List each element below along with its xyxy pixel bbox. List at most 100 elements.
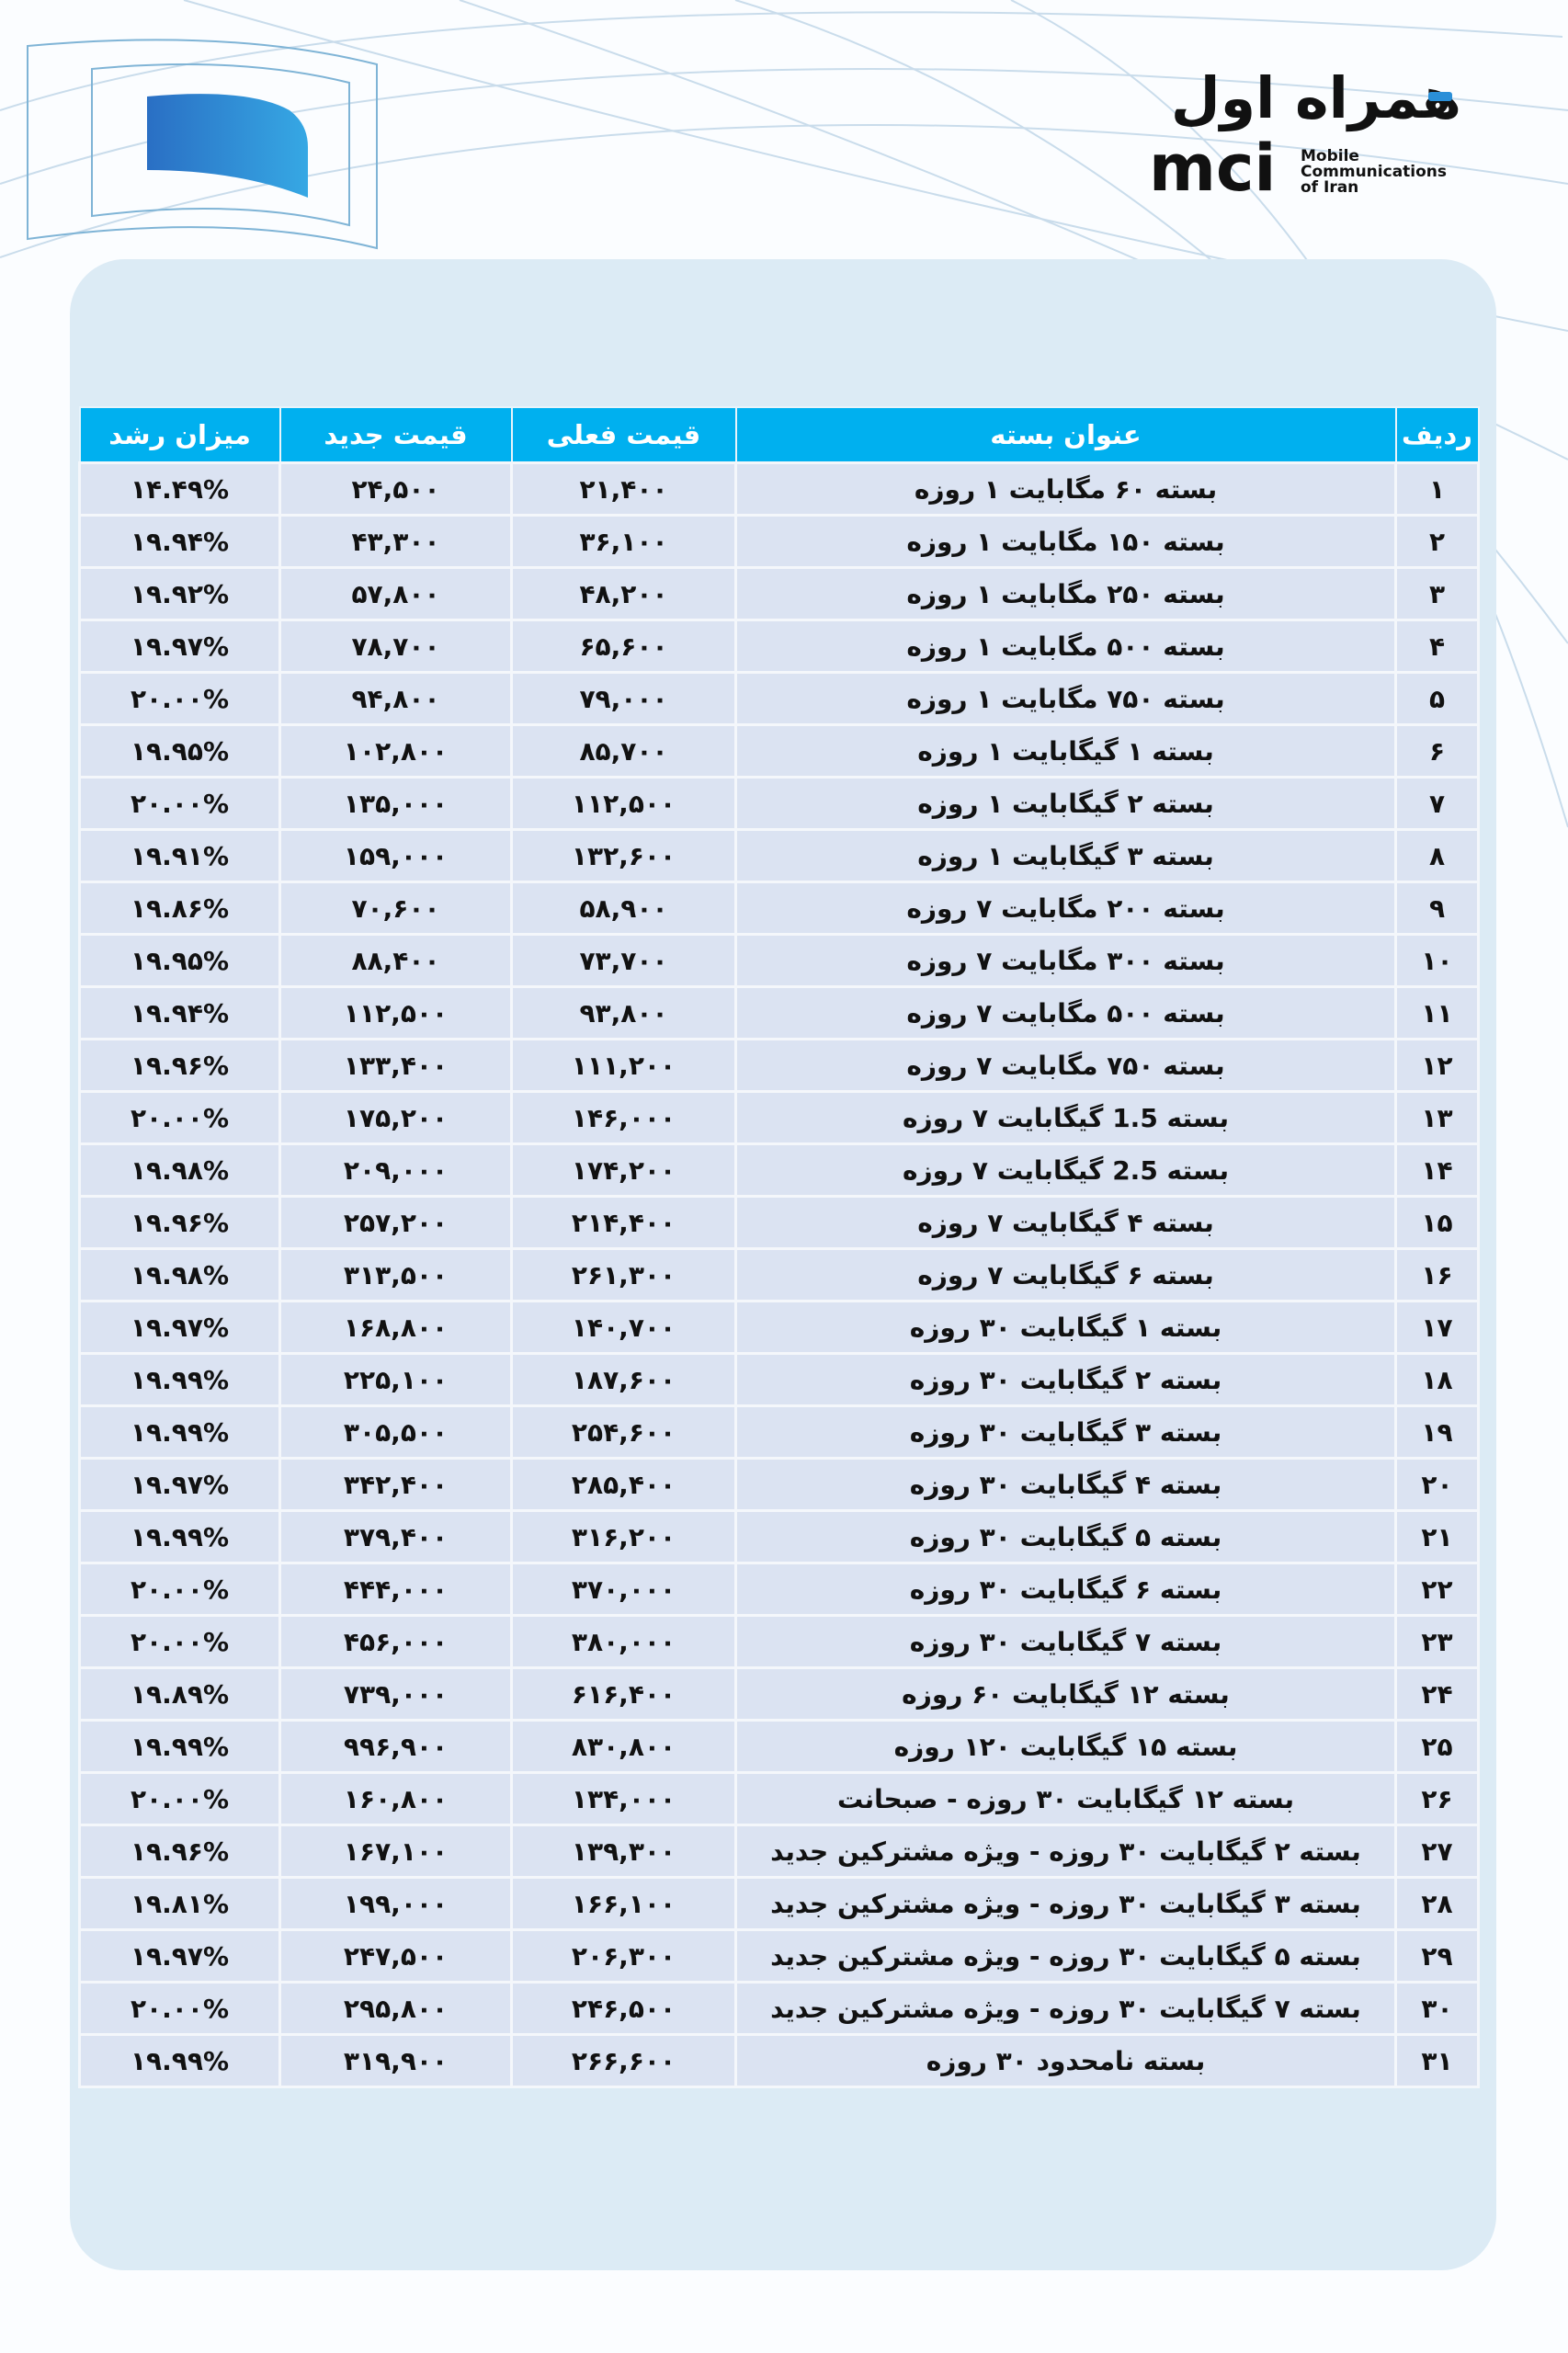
cell-title: بسته ۱۵ گیگابایت ۱۲۰ روزه (734, 1719, 1397, 1774)
table-row: ۱۲ بسته ۷۵۰ مگابایت ۷ روزه ۱۱۱,۲۰۰ ۱۳۳,۴۰۰ ۱… (78, 1038, 1480, 1093)
cell-new-price: ۸۸,۴۰۰ (278, 933, 513, 988)
cell-title: بسته ۱۲ گیگابایت ۶۰ روزه (734, 1666, 1397, 1722)
cell-growth: ۲۰.۰۰% (78, 1614, 281, 1669)
cell-current-price: ۳۸۰,۰۰۰ (510, 1614, 737, 1669)
cell-title: بسته ۳ گیگابایت ۳۰ روزه - ویژه مشترکین ج… (734, 1876, 1397, 1931)
cell-title: بسته ۱۵۰ مگابایت ۱ روزه (734, 514, 1397, 569)
cell-current-price: ۱۱۲,۵۰۰ (510, 776, 737, 831)
table-row: ۲ بسته ۱۵۰ مگابایت ۱ روزه ۳۶,۱۰۰ ۴۳,۳۰۰ ۱۹.۹… (78, 514, 1480, 569)
cell-new-price: ۹۴,۸۰۰ (278, 671, 513, 726)
cell-new-price: ۲۲۵,۱۰۰ (278, 1352, 513, 1407)
cell-growth: ۱۹.۹۱% (78, 828, 281, 883)
cell-row-number: ۳۰ (1394, 1981, 1480, 2036)
table-row: ۳۰ بسته ۷ گیگابایت ۳۰ روزه - ویژه مشترکین… (78, 1981, 1480, 2036)
cell-growth: ۲۰.۰۰% (78, 671, 281, 726)
cell-current-price: ۳۷۰,۰۰۰ (510, 1562, 737, 1617)
cell-row-number: ۲۱ (1394, 1509, 1480, 1564)
table-row: ۳ بسته ۲۵۰ مگابایت ۱ روزه ۴۸,۲۰۰ ۵۷,۸۰۰ ۱۹.۹… (78, 566, 1480, 621)
cell-new-price: ۷۰,۶۰۰ (278, 881, 513, 936)
table-row: ۲۵ بسته ۱۵ گیگابایت ۱۲۰ روزه ۸۳۰,۸۰۰ ۹۹۶,۹۰… (78, 1719, 1480, 1774)
cell-title: بسته ۴ گیگابایت ۷ روزه (734, 1195, 1397, 1250)
cell-growth: ۱۹.۹۹% (78, 1719, 281, 1774)
cell-current-price: ۱۳۴,۰۰۰ (510, 1771, 737, 1826)
cell-current-price: ۳۶,۱۰۰ (510, 514, 737, 569)
cell-row-number: ۱۳ (1394, 1090, 1480, 1145)
cell-growth: ۱۹.۹۶% (78, 1824, 281, 1879)
header-title: عنوان بسته (734, 406, 1397, 464)
cell-current-price: ۲۶۱,۳۰۰ (510, 1247, 737, 1302)
table-row: ۲۰ بسته ۴ گیگابایت ۳۰ روزه ۲۸۵,۴۰۰ ۳۴۲,۴۰۰ ۱… (78, 1457, 1480, 1512)
table-row: ۲۴ بسته ۱۲ گیگابایت ۶۰ روزه ۶۱۶,۴۰۰ ۷۳۹,۰۰۰… (78, 1666, 1480, 1722)
cell-growth: ۱۹.۹۵% (78, 723, 281, 779)
cell-growth: ۲۰.۰۰% (78, 1090, 281, 1145)
cell-new-price: ۱۳۳,۴۰۰ (278, 1038, 513, 1093)
cell-current-price: ۱۶۶,۱۰۰ (510, 1876, 737, 1931)
cell-title: بسته ۶ گیگابایت ۷ روزه (734, 1247, 1397, 1302)
cell-growth: ۱۹.۹۸% (78, 1247, 281, 1302)
cell-growth: ۱۹.۹۴% (78, 514, 281, 569)
cell-current-price: ۹۳,۸۰۰ (510, 985, 737, 1040)
price-table: ردیف عنوان بسته قیمت فعلی قیمت جدید میزا… (78, 406, 1480, 2088)
cell-current-price: ۷۳,۷۰۰ (510, 933, 737, 988)
cell-current-price: ۱۸۷,۶۰۰ (510, 1352, 737, 1407)
cell-growth: ۱۹.۹۲% (78, 566, 281, 621)
cell-row-number: ۱۱ (1394, 985, 1480, 1040)
cell-growth: ۲۰.۰۰% (78, 776, 281, 831)
cell-growth: ۱۹.۹۵% (78, 933, 281, 988)
cell-title: بسته ۲۵۰ مگابایت ۱ روزه (734, 566, 1397, 621)
table-row: ۱ بسته ۶۰ مگابایت ۱ روزه ۲۱,۴۰۰ ۲۴,۵۰۰ ۱۴.۴۹… (78, 461, 1480, 517)
table-row: ۲۱ بسته ۵ گیگابایت ۳۰ روزه ۳۱۶,۲۰۰ ۳۷۹,۴۰۰ ۱… (78, 1509, 1480, 1564)
cell-row-number: ۳ (1394, 566, 1480, 621)
cell-row-number: ۷ (1394, 776, 1480, 831)
header-row-number: ردیف (1394, 406, 1480, 464)
cell-title: بسته ۲ گیگابایت ۱ روزه (734, 776, 1397, 831)
cell-row-number: ۱۲ (1394, 1038, 1480, 1093)
mci-logo: همراه اول mci Mobile Communications of I… (1149, 64, 1461, 211)
cell-new-price: ۴۵۶,۰۰۰ (278, 1614, 513, 1669)
cell-current-price: ۲۸۵,۴۰۰ (510, 1457, 737, 1512)
cell-new-price: ۹۹۶,۹۰۰ (278, 1719, 513, 1774)
logo-accent-icon (1428, 92, 1452, 101)
cell-title: بسته ۱ گیگابایت ۱ روزه (734, 723, 1397, 779)
cell-row-number: ۱۶ (1394, 1247, 1480, 1302)
cell-current-price: ۱۴۶,۰۰۰ (510, 1090, 737, 1145)
brand-shape-icon (147, 94, 308, 198)
cell-row-number: ۴ (1394, 619, 1480, 674)
cell-new-price: ۱۰۲,۸۰۰ (278, 723, 513, 779)
cell-new-price: ۲۰۹,۰۰۰ (278, 1142, 513, 1198)
cell-title: بسته ۳ گیگابایت ۱ روزه (734, 828, 1397, 883)
cell-current-price: ۲۱,۴۰۰ (510, 461, 737, 517)
cell-new-price: ۱۱۲,۵۰۰ (278, 985, 513, 1040)
cell-row-number: ۱۷ (1394, 1300, 1480, 1355)
cell-growth: ۱۹.۹۹% (78, 1404, 281, 1460)
cell-current-price: ۲۰۶,۳۰۰ (510, 1928, 737, 1984)
cell-new-price: ۴۳,۳۰۰ (278, 514, 513, 569)
cell-new-price: ۳۷۹,۴۰۰ (278, 1509, 513, 1564)
table-row: ۷ بسته ۲ گیگابایت ۱ روزه ۱۱۲,۵۰۰ ۱۳۵,۰۰۰ ۲۰.… (78, 776, 1480, 831)
cell-current-price: ۱۷۴,۲۰۰ (510, 1142, 737, 1198)
table-row: ۱۰ بسته ۳۰۰ مگابایت ۷ روزه ۷۳,۷۰۰ ۸۸,۴۰۰ ۱۹.… (78, 933, 1480, 988)
cell-title: بسته ۶ گیگابایت ۳۰ روزه (734, 1562, 1397, 1617)
cell-row-number: ۱۵ (1394, 1195, 1480, 1250)
header-current-price: قیمت فعلی (510, 406, 737, 464)
table-row: ۵ بسته ۷۵۰ مگابایت ۱ روزه ۷۹,۰۰۰ ۹۴,۸۰۰ ۲۰.۰… (78, 671, 1480, 726)
cell-current-price: ۷۹,۰۰۰ (510, 671, 737, 726)
cell-current-price: ۸۵,۷۰۰ (510, 723, 737, 779)
cell-new-price: ۱۶۸,۸۰۰ (278, 1300, 513, 1355)
cell-title: بسته ۳ گیگابایت ۳۰ روزه (734, 1404, 1397, 1460)
table-row: ۲۸ بسته ۳ گیگابایت ۳۰ روزه - ویژه مشترکین… (78, 1876, 1480, 1931)
table-row: ۳۱ بسته نامحدود ۳۰ روزه ۲۶۶,۶۰۰ ۳۱۹,۹۰۰ ۱۹.۹… (78, 2033, 1480, 2088)
cell-current-price: ۶۵,۶۰۰ (510, 619, 737, 674)
cell-growth: ۱۹.۹۷% (78, 1300, 281, 1355)
cell-row-number: ۱ (1394, 461, 1480, 517)
cell-new-price: ۱۵۹,۰۰۰ (278, 828, 513, 883)
cell-current-price: ۵۸,۹۰۰ (510, 881, 737, 936)
cell-row-number: ۳۱ (1394, 2033, 1480, 2088)
cell-row-number: ۲۵ (1394, 1719, 1480, 1774)
cell-title: بسته ۳۰۰ مگابایت ۷ روزه (734, 933, 1397, 988)
table-row: ۹ بسته ۲۰۰ مگابایت ۷ روزه ۵۸,۹۰۰ ۷۰,۶۰۰ ۱۹.۸… (78, 881, 1480, 936)
cell-new-price: ۲۴۷,۵۰۰ (278, 1928, 513, 1984)
cell-title: بسته ۵ گیگابایت ۳۰ روزه - ویژه مشترکین ج… (734, 1928, 1397, 1984)
table-row: ۲۳ بسته ۷ گیگابایت ۳۰ روزه ۳۸۰,۰۰۰ ۴۵۶,۰۰۰ ۲… (78, 1614, 1480, 1669)
table-row: ۱۶ بسته ۶ گیگابایت ۷ روزه ۲۶۱,۳۰۰ ۳۱۳,۵۰۰ ۱۹… (78, 1247, 1480, 1302)
